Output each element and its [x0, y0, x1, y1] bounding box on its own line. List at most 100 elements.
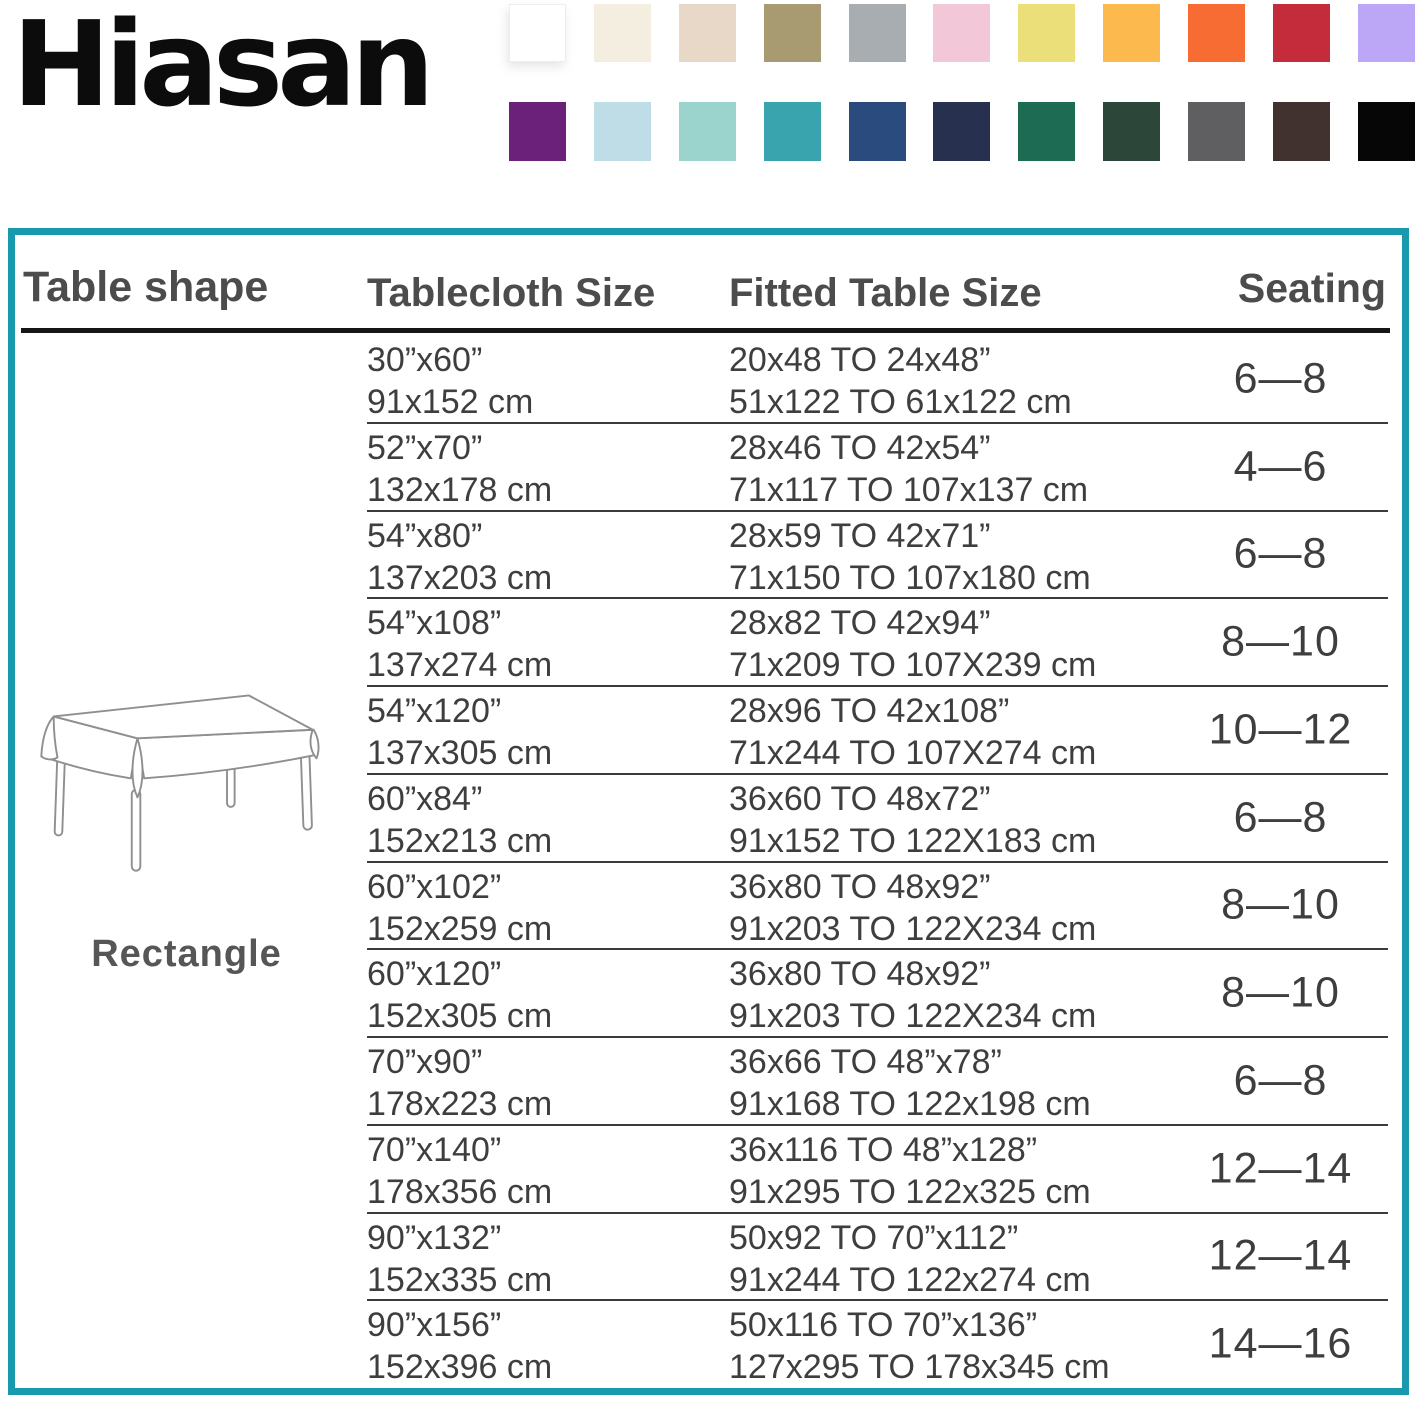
seating-cell: 12—14: [1208, 1231, 1353, 1280]
tablecloth-size-cell: 90”x156” 152x396 cm: [367, 1307, 552, 1391]
swatch-beige: [678, 4, 736, 62]
fitted-size-cell: 36x116 TO 48”x128” 91x295 TO 122x325 cm: [729, 1130, 1091, 1216]
tablecloth-size-inches: 54”x120”: [367, 692, 502, 730]
fitted-size-cm: 91x152 TO 122X183 cm: [729, 821, 1097, 860]
tablecloth-size-cm: 137x305 cm: [367, 734, 553, 772]
swatch-yellow: [1018, 4, 1076, 62]
table-legs: [53, 738, 313, 872]
size-row: 54”x80” 137x203 cm 28x59 TO 42x71” 71x15…: [15, 511, 1402, 599]
fitted-size-cell: 28x82 TO 42x94” 71x209 TO 107X239 cm: [729, 605, 1096, 689]
fitted-size-cell: 28x46 TO 42x54” 71x117 TO 107x137 cm: [729, 429, 1089, 514]
tablecloth-size-inches: 54”x80”: [367, 516, 483, 555]
swatch-pink: [933, 4, 991, 62]
tablecloth-size-cell: 60”x102” 152x259 cm: [367, 867, 553, 953]
fitted-size-cell: 36x80 TO 48x92” 91x203 TO 122X234 cm: [729, 867, 1097, 953]
header-tablecloth-size: Tablecloth Size: [367, 271, 656, 315]
seating-cell: 8—10: [1221, 880, 1340, 929]
fitted-size-cm: 91x203 TO 122X234 cm: [729, 909, 1097, 948]
tablecloth-size-cell: 70”x90” 178x223 cm: [367, 1044, 552, 1128]
fitted-size-cell: 36x80 TO 48x92” 91x203 TO 122X234 cm: [729, 956, 1096, 1040]
seating-cell: 10—12: [1208, 705, 1353, 754]
tablecloth-size-inches: 52”x70”: [367, 428, 483, 467]
fitted-size-cell: 20x48 TO 24x48” 51x122 TO 61x122 cm: [729, 342, 1072, 426]
header-seating: Seating: [1237, 265, 1386, 311]
swatch-teal: [763, 102, 821, 161]
tablecloth-size-cm: 137x203 cm: [367, 558, 553, 597]
tablecloth-size-inches: 60”x102”: [367, 867, 502, 906]
tablecloth: [39, 694, 320, 799]
tablecloth-size-cm: 137x274 cm: [367, 646, 553, 685]
fitted-size-cm: 71x209 TO 107X239 cm: [729, 646, 1097, 685]
tablecloth-size-inches: 70”x140”: [367, 1130, 502, 1169]
swatch-black: [1357, 102, 1415, 161]
tablecloth-size-inches: 60”x120”: [367, 955, 502, 994]
tablecloth-size-cm: 91x152 cm: [367, 383, 534, 421]
swatch-emerald-green: [1018, 102, 1076, 161]
swatch-khaki: [763, 4, 821, 62]
swatch-purple: [509, 102, 566, 161]
color-swatch-row-2: [509, 102, 1415, 161]
fitted-size-inches: 28x59 TO 42x71”: [729, 516, 991, 555]
brand-logo: Hiasan: [12, 0, 435, 133]
seating-cell: 14—16: [1208, 1319, 1353, 1368]
size-row: 54”x108” 137x274 cm 28x82 TO 42x94” 71x2…: [15, 598, 1402, 689]
tablecloth-size-cell: 90”x132” 152x335 cm: [367, 1218, 552, 1304]
tablecloth-size-inches: 60”x84”: [367, 779, 483, 818]
tablecloth-size-cm: 152x259 cm: [367, 909, 553, 948]
swatch-dark-navy: [933, 102, 991, 161]
tablecloth-size-cell: 54”x120” 137x305 cm: [367, 693, 552, 777]
seating-cell: 6—8: [1233, 1056, 1328, 1105]
fitted-size-cell: 28x59 TO 42x71” 71x150 TO 107x180 cm: [729, 516, 1091, 602]
fitted-size-cm: 71x117 TO 107x137 cm: [729, 470, 1089, 509]
tablecloth-size-cell: 54”x80” 137x203 cm: [367, 516, 553, 602]
fitted-size-cell: 36x60 TO 48x72” 91x152 TO 122X183 cm: [729, 779, 1097, 865]
seating-cell: 4—6: [1233, 442, 1328, 491]
seating-cell: 6—8: [1233, 793, 1328, 842]
tablecloth-size-inches: 30”x60”: [367, 341, 483, 379]
fitted-size-inches: 36x116 TO 48”x128”: [729, 1130, 1038, 1169]
tablecloth-size-cm: 178x223 cm: [367, 1085, 553, 1123]
tablecloth-size-cm: 178x356 cm: [367, 1172, 553, 1211]
seating-cell: 6—8: [1233, 529, 1328, 578]
tablecloth-size-cm: 152x396 cm: [367, 1348, 553, 1387]
swatch-ivory: [593, 4, 651, 62]
fitted-size-cell: 50x92 TO 70”x112” 91x244 TO 122x274 cm: [729, 1218, 1091, 1304]
fitted-size-cell: 36x66 TO 48”x78” 91x168 TO 122x198 cm: [729, 1044, 1091, 1128]
fitted-size-inches: 36x60 TO 48x72”: [729, 779, 991, 818]
size-row: 90”x132” 152x335 cm 50x92 TO 70”x112” 91…: [15, 1213, 1402, 1301]
tablecloth-size-inches: 54”x108”: [367, 604, 502, 643]
swatch-gold: [1103, 4, 1161, 62]
size-row: 60”x102” 152x259 cm 36x80 TO 48x92” 91x2…: [15, 862, 1402, 950]
swatch-aqua: [678, 102, 736, 161]
tablecloth-size-inches: 90”x132”: [367, 1218, 502, 1257]
seating-cell: 6—8: [1233, 354, 1328, 403]
fitted-size-cm: 91x295 TO 122x325 cm: [729, 1172, 1091, 1211]
tablecloth-size-cm: 152x213 cm: [367, 821, 553, 860]
seating-cell: 8—10: [1221, 617, 1340, 666]
header-fitted-table-size: Fitted Table Size: [729, 271, 1042, 315]
size-row: 30”x60” 91x152 cm 20x48 TO 24x48” 51x122…: [15, 335, 1402, 426]
table-shape-cell: Rectangle: [19, 685, 354, 976]
tablecloth-size-cm: 132x178 cm: [367, 470, 553, 509]
swatch-dark-green: [1103, 102, 1161, 161]
seating-cell: 8—10: [1221, 968, 1340, 1017]
swatch-navy-blue: [848, 102, 906, 161]
size-row: 90”x156” 152x396 cm 50x116 TO 70”x136” 1…: [15, 1300, 1402, 1388]
seating-cell: 12—14: [1208, 1144, 1353, 1193]
size-row: 70”x140” 178x356 cm 36x116 TO 48”x128” 9…: [15, 1125, 1402, 1216]
shape-label: Rectangle: [91, 933, 282, 975]
swatch-dark-gray: [1188, 102, 1246, 161]
swatch-silver-gray: [848, 4, 906, 62]
fitted-size-inches: 36x80 TO 48x92”: [729, 867, 991, 906]
fitted-size-inches: 36x80 TO 48x92”: [729, 955, 991, 994]
size-chart-table: Table shape Tablecloth Size Fitted Table…: [8, 228, 1409, 1395]
tablecloth-size-cell: 30”x60” 91x152 cm: [367, 342, 533, 426]
fitted-size-inches: 50x92 TO 70”x112”: [729, 1218, 1019, 1257]
rectangle-table-icon: [39, 694, 320, 872]
tablecloth-size-cell: 60”x120” 152x305 cm: [367, 956, 552, 1040]
fitted-size-cm: 51x122 TO 61x122 cm: [729, 383, 1072, 421]
size-row: 52”x70” 132x178 cm 28x46 TO 42x54” 71x11…: [15, 423, 1402, 514]
size-row: 54”x120” 137x305 cm 28x96 TO 42x108” 71x…: [15, 686, 1402, 777]
header-divider-rule: [21, 328, 1390, 333]
tablecloth-size-cell: 52”x70” 132x178 cm: [367, 428, 553, 514]
